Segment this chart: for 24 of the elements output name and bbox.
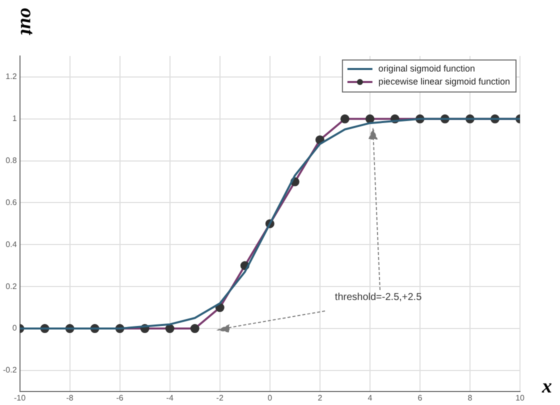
x-tick-label: -8 (66, 393, 74, 402)
y-axis-title: out (16, 8, 38, 36)
x-axis-title: x (541, 376, 552, 398)
x-tick-label: 4 (368, 393, 373, 402)
legend-label: original sigmoid function (378, 63, 475, 74)
x-tick-label: -6 (116, 393, 124, 402)
y-tick-label: 0.8 (6, 156, 18, 166)
x-tick-label: 8 (468, 393, 473, 402)
y-tick-label: -0.2 (2, 366, 18, 375)
y-tick-label: 0.6 (6, 198, 18, 207)
y-tick-label: 0.4 (6, 240, 18, 249)
x-tick-label: 6 (418, 393, 423, 402)
annotation: threshold=-2.5,+2.5 (334, 292, 422, 304)
y-tick-label: 1 (12, 114, 18, 124)
y-tick-label: 1.2 (6, 72, 18, 82)
legend-label: piecewise linear sigmoid function (378, 76, 510, 86)
y-tick-label: 0 (12, 324, 18, 333)
y-tick-label: 0.2 (6, 282, 18, 291)
x-tick-label: 0 (268, 393, 273, 402)
x-tick-label: 10 (516, 393, 525, 402)
x-tick-label: 2 (318, 393, 323, 402)
x-tick-label: -10 (14, 393, 26, 402)
x-tick-label: -2 (216, 393, 224, 402)
x-tick-label: -4 (166, 393, 174, 402)
